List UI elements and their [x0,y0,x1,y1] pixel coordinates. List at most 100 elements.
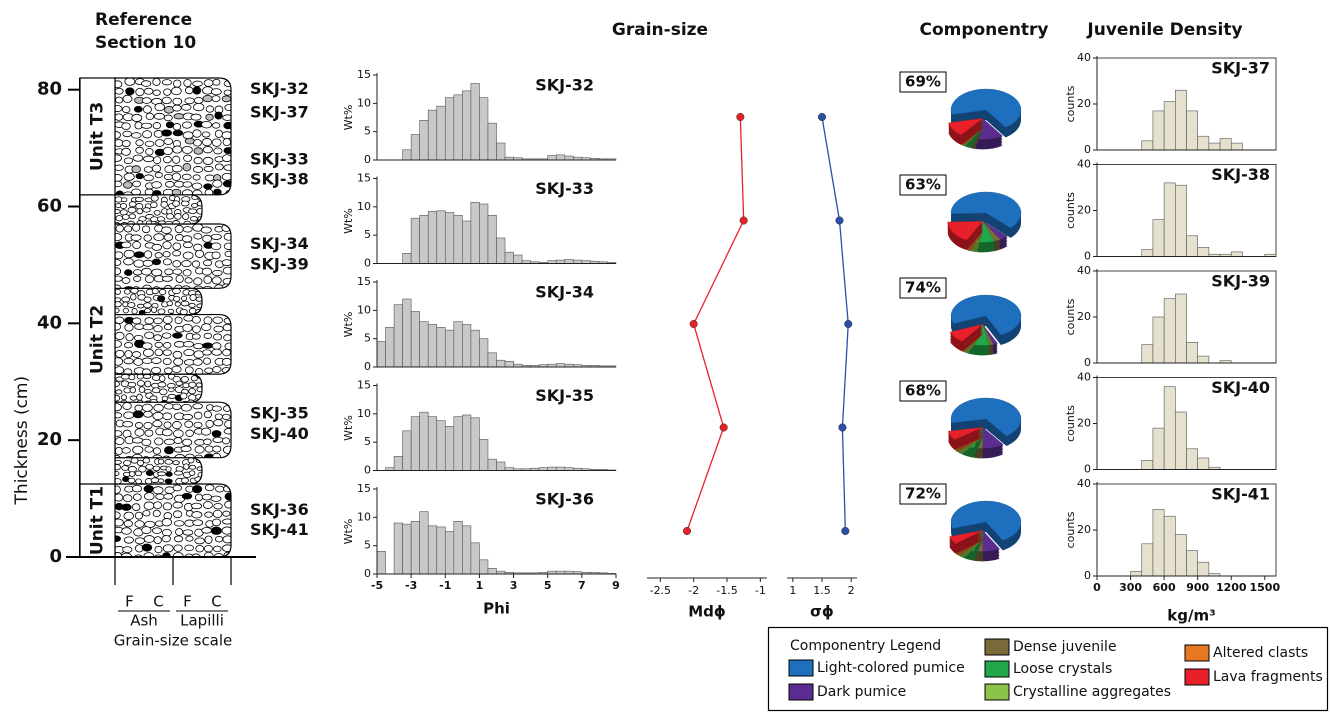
clast [213,317,223,323]
clast [164,115,172,121]
clast [115,114,123,120]
clast [205,446,213,452]
clast [206,106,214,112]
clast [124,250,134,258]
bar [488,353,497,367]
clast [153,78,160,85]
clast [173,146,182,153]
clast [164,234,172,241]
clast [233,528,240,534]
x-tick-label: 300 [1119,581,1142,594]
clast [115,447,122,455]
bar [471,543,480,574]
clast [129,202,136,207]
bar [1198,356,1209,363]
clast [163,545,173,552]
clast [133,224,140,231]
bar [488,568,497,574]
clast [153,510,160,517]
clast [142,527,151,534]
clast [144,156,154,162]
clast [223,462,231,468]
clast [222,414,230,419]
clast [134,358,143,365]
y-tick-label: 40 [37,312,62,333]
clast [132,308,137,314]
clast [165,269,173,275]
clast [128,382,136,387]
bar [479,439,488,470]
legend-label: Lava fragments [1213,669,1323,685]
clast [134,252,144,258]
clast [197,387,204,392]
clast [183,324,193,331]
clast [143,349,153,356]
bar [428,526,437,574]
legend-label: Dense juvenile [1013,639,1117,655]
clast [158,472,166,476]
clast [224,198,233,205]
bar [403,431,412,471]
figure: Reference Section 10 Grain-size Componen… [0,0,1330,712]
bar [1175,535,1186,576]
clast [163,251,170,257]
clast [134,260,144,267]
clast [154,404,164,411]
x-tick-label: -5 [371,579,383,592]
clast [123,495,132,502]
panel-title: SKJ-32 [535,76,594,95]
clast [195,538,205,544]
clast [155,253,162,258]
clast [213,366,221,372]
panel-title: SKJ-41 [1211,485,1270,504]
clast [135,405,143,411]
clast [201,227,211,233]
bar [1187,236,1198,257]
bar [411,218,420,263]
clast [206,420,214,427]
clast [166,214,173,220]
clast [212,139,221,147]
clast [232,456,241,462]
clast [233,182,241,189]
clast [154,210,160,215]
clast [142,98,151,104]
y-tick-label: 20 [1077,417,1091,430]
clast [215,164,223,170]
y-tick-label: 10 [357,96,371,109]
clast [206,114,213,120]
clast [162,518,172,525]
bar [479,339,488,367]
bar [1198,247,1209,256]
clast [193,139,201,146]
value-label: 74% [905,279,941,297]
clast [224,376,234,383]
y-tick-label: 80 [37,79,62,100]
clast [134,276,141,281]
clast [132,133,142,138]
clast [173,98,182,105]
bar [445,213,454,264]
clast [232,276,241,283]
bar [1187,342,1198,363]
clast [233,226,240,232]
y-tick-label: 20 [37,429,62,450]
clast [211,234,221,239]
clast [152,358,162,364]
bar [411,135,420,161]
clast [115,88,123,94]
clast [165,479,172,483]
clast [144,175,154,181]
bar [428,110,437,160]
clast [224,428,233,434]
bar [462,221,471,264]
clast [189,471,195,476]
clast [202,132,210,137]
clast [130,396,137,400]
clast [168,394,176,398]
y-tick-label: 15 [357,68,371,81]
clast [132,114,142,121]
bar [411,417,420,471]
y-axis-label: counts [1064,405,1077,442]
clast [162,276,172,281]
